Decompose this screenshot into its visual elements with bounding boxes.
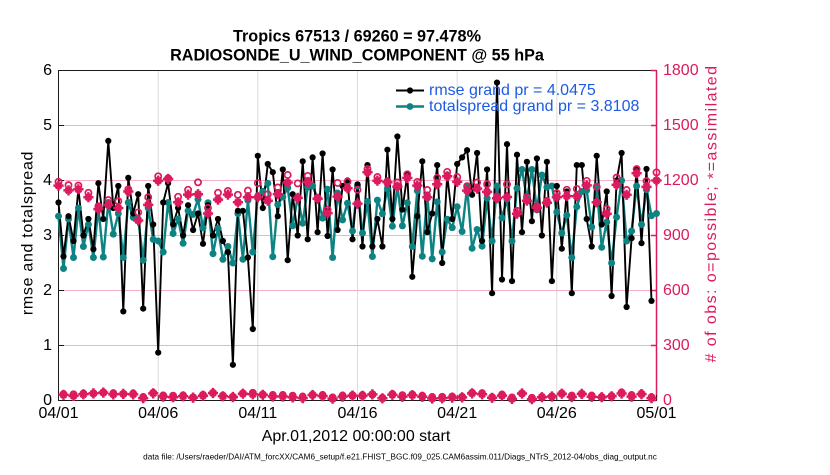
svg-text:3: 3 [43, 227, 52, 244]
svg-text:04/21: 04/21 [437, 405, 477, 422]
svg-text:rmse grand pr = 4.0475: rmse grand pr = 4.0475 [429, 82, 596, 99]
svg-text:04/16: 04/16 [337, 405, 377, 422]
svg-text:900: 900 [663, 227, 690, 244]
svg-text:0: 0 [43, 392, 52, 409]
svg-text:05/01: 05/01 [636, 405, 676, 422]
svg-text:1: 1 [43, 337, 52, 354]
svg-text:1200: 1200 [663, 172, 699, 189]
svg-text:Tropics 67513 / 69260 = 97.478: Tropics 67513 / 69260 = 97.478% [233, 28, 481, 46]
svg-text:04/26: 04/26 [537, 405, 577, 422]
svg-text:# of obs: o=possible; *=assimi: # of obs: o=possible; *=assimilated [703, 64, 722, 362]
svg-text:600: 600 [663, 282, 690, 299]
svg-text:totalspread grand pr = 3.8108: totalspread grand pr = 3.8108 [429, 98, 639, 115]
svg-text:data file: /Users/raeder/DAI/A: data file: /Users/raeder/DAI/ATM_forcXX/… [143, 453, 657, 462]
svg-text:2: 2 [43, 282, 52, 299]
svg-text:04/11: 04/11 [238, 405, 277, 422]
svg-text:0: 0 [663, 392, 672, 409]
svg-text:RADIOSONDE_U_WIND_COMPONENT @: RADIOSONDE_U_WIND_COMPONENT @ 55 hPa [170, 47, 545, 65]
svg-text:rmse and totalspread: rmse and totalspread [20, 151, 37, 315]
svg-text:4: 4 [43, 172, 52, 189]
svg-text:Apr.01,2012 00:00:00 start: Apr.01,2012 00:00:00 start [262, 428, 451, 445]
svg-text:04/06: 04/06 [138, 405, 178, 422]
svg-text:1800: 1800 [663, 62, 699, 79]
svg-text:1500: 1500 [663, 117, 699, 134]
svg-text:300: 300 [663, 337, 690, 354]
svg-text:6: 6 [43, 62, 52, 79]
svg-text:04/01: 04/01 [38, 405, 78, 422]
svg-text:5: 5 [43, 117, 52, 134]
